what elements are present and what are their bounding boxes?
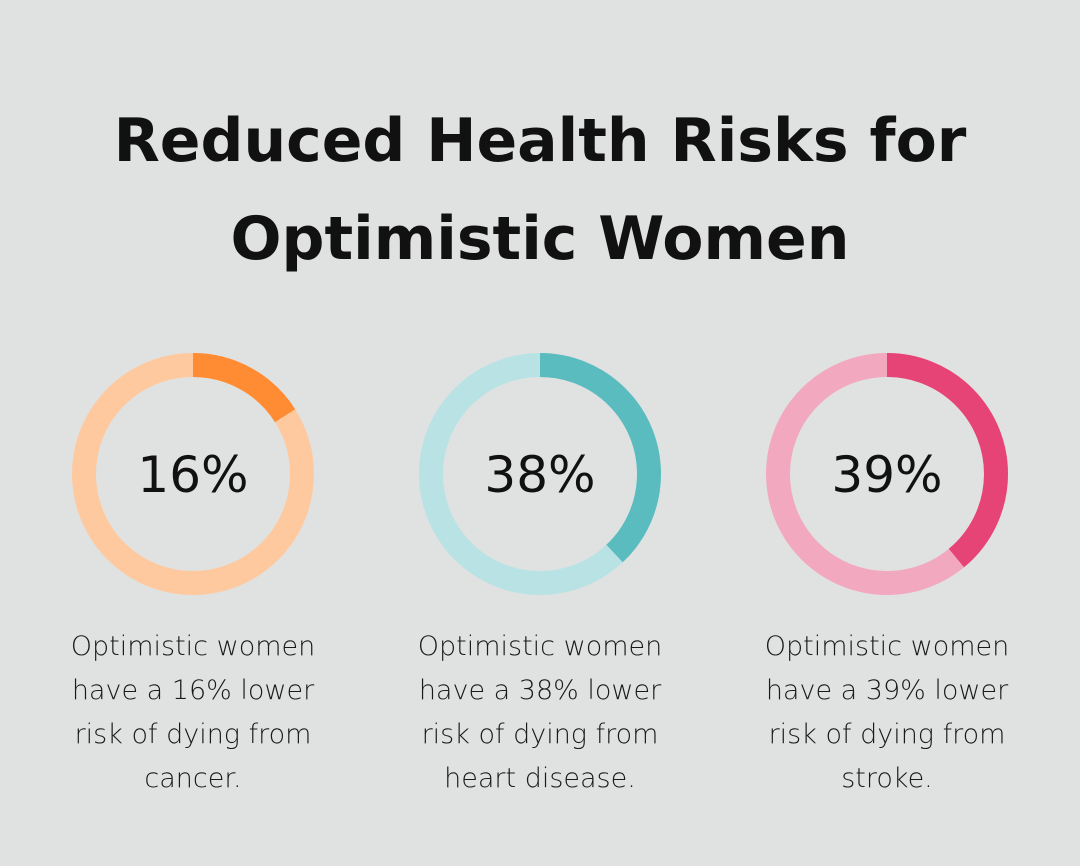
donut-0: 16% [72, 353, 314, 595]
donut-caption: Optimistic women have a 16% lower risk of … [33, 625, 353, 801]
donut-caption: Optimistic women have a 39% lower risk of … [727, 625, 1047, 801]
caption-line: cancer. [144, 763, 242, 794]
donut-label: 39% [831, 446, 942, 504]
caption-line: have a 38% lower [418, 675, 662, 706]
caption-line: have a 16% lower [71, 675, 315, 706]
title-line-2: Optimistic Women [230, 204, 850, 274]
donut-1: 38% [419, 353, 661, 595]
donut-label: 38% [484, 446, 595, 504]
caption-line: stroke. [841, 763, 933, 794]
caption-line: risk of dying from [768, 719, 1006, 750]
caption-line: risk of dying from [421, 719, 659, 750]
donut-2: 39% [766, 353, 1008, 595]
donut-value-arc [766, 353, 1008, 595]
donut-label: 16% [137, 446, 248, 504]
page-title: Reduced Health Risks for Optimistic Wome… [0, 92, 1080, 288]
caption-line: have a 39% lower [765, 675, 1009, 706]
caption-line: heart disease. [444, 763, 636, 794]
title-line-1: Reduced Health Risks for [113, 106, 967, 176]
caption-line: Optimistic women [70, 631, 316, 662]
caption-line: Optimistic women [764, 631, 1010, 662]
caption-line: Optimistic women [417, 631, 663, 662]
donut-value-arc [419, 353, 661, 595]
caption-line: risk of dying from [74, 719, 312, 750]
donut-caption: Optimistic women have a 38% lower risk of … [380, 625, 700, 801]
donut-value-arc [72, 353, 314, 595]
